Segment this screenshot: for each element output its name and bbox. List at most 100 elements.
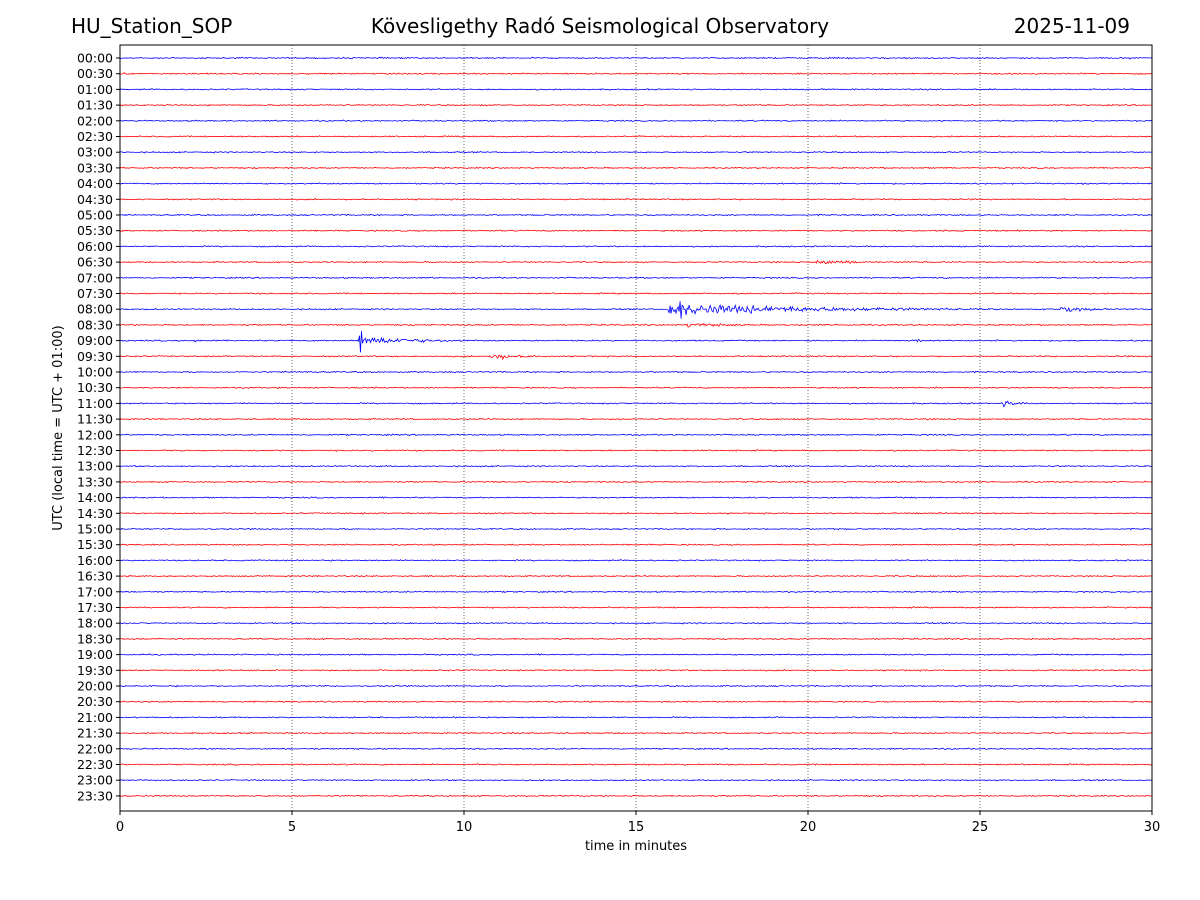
trace-row-1500	[119, 527, 1153, 531]
x-tick-label: 5	[288, 820, 296, 835]
trace-row-1100	[119, 400, 1153, 408]
row-label: 03:00	[77, 145, 113, 160]
row-label: 02:00	[77, 113, 113, 128]
row-label: 17:00	[77, 584, 113, 599]
trace-row-0200	[119, 119, 1153, 123]
seismic-traces	[119, 56, 1153, 798]
row-label: 23:30	[77, 788, 113, 803]
row-label: 06:30	[77, 255, 113, 270]
trace-row-1030	[119, 386, 1153, 390]
trace-row-1230	[119, 449, 1153, 453]
trace-row-0300	[119, 150, 1153, 154]
trace-row-1530	[119, 543, 1153, 547]
trace-row-1430	[120, 511, 1153, 515]
trace-row-2030	[119, 700, 1153, 704]
row-label: 00:00	[77, 51, 113, 66]
row-label: 13:00	[77, 459, 113, 474]
row-label: 14:00	[77, 490, 113, 505]
trace-row-1630	[119, 574, 1153, 578]
trace-row-0700	[119, 276, 1153, 280]
row-label: 21:00	[77, 710, 113, 725]
trace-row-0330	[119, 166, 1153, 170]
trace-row-1930	[119, 668, 1153, 672]
trace-row-2200	[119, 747, 1153, 751]
row-label: 18:00	[77, 616, 113, 631]
row-label: 01:00	[77, 82, 113, 97]
trace-row-0600	[119, 245, 1153, 248]
trace-row-2230	[119, 763, 1153, 767]
row-label: 19:00	[77, 647, 113, 662]
trace-row-0900	[119, 331, 1153, 353]
trace-row-2330	[119, 794, 1153, 798]
trace-row-0130	[119, 103, 1153, 107]
row-label: 06:00	[77, 239, 113, 254]
x-tick-label: 25	[972, 820, 989, 835]
trace-row-1730	[119, 606, 1153, 610]
row-label: 01:30	[77, 98, 113, 113]
trace-row-0730	[119, 292, 1153, 296]
trace-row-2100	[119, 716, 1153, 719]
row-label: 00:30	[77, 66, 113, 81]
trace-row-1130	[119, 417, 1152, 421]
row-label: 04:30	[77, 192, 113, 207]
trace-row-1330	[119, 480, 1153, 484]
trace-row-0500	[119, 213, 1153, 217]
row-label: 09:00	[77, 333, 113, 348]
row-label: 05:00	[77, 208, 113, 223]
trace-row-1800	[119, 621, 1153, 625]
x-tick-label: 0	[116, 820, 124, 835]
row-label: 08:30	[77, 317, 113, 332]
row-label: 14:30	[77, 506, 113, 521]
trace-row-1000	[119, 370, 1153, 374]
x-axis-label: time in minutes	[585, 839, 687, 854]
trace-row-0230	[119, 135, 1153, 138]
trace-row-0000	[119, 56, 1152, 60]
station-name: HU_Station_SOP	[71, 14, 233, 38]
x-tick-label: 15	[628, 820, 645, 835]
trace-row-0100	[119, 88, 1153, 91]
trace-row-1300	[119, 464, 1153, 468]
row-label: 12:00	[77, 427, 113, 442]
trace-row-1600	[119, 559, 1153, 562]
row-label: 22:30	[77, 757, 113, 772]
row-label: 20:00	[77, 679, 113, 694]
row-label: 16:30	[77, 569, 113, 584]
trace-row-0630	[119, 259, 1153, 265]
trace-row-1700	[119, 590, 1153, 594]
observatory-title: Kövesligethy Radó Seismological Observat…	[370, 14, 830, 38]
trace-row-1400	[119, 496, 1153, 499]
trace-row-0800	[119, 301, 1153, 319]
row-label: 15:00	[77, 522, 113, 537]
row-label: 17:30	[77, 600, 113, 615]
row-label: 22:00	[77, 741, 113, 756]
row-label: 08:00	[77, 302, 113, 317]
trace-row-1830	[119, 637, 1153, 641]
row-label: 23:00	[77, 773, 113, 788]
row-label: 09:30	[77, 349, 113, 364]
row-label: 11:00	[77, 396, 113, 411]
row-label: 11:30	[77, 412, 113, 427]
x-tick-label: 30	[1144, 820, 1161, 835]
trace-row-0830	[119, 322, 1153, 328]
row-label: 07:00	[77, 270, 113, 285]
trace-row-0030	[119, 72, 1153, 75]
row-label: 21:30	[77, 726, 113, 741]
time-grid	[291, 45, 981, 811]
trace-row-2000	[119, 684, 1153, 688]
trace-row-2300	[119, 778, 1153, 782]
row-label: 15:30	[77, 537, 113, 552]
row-label: 02:30	[77, 129, 113, 144]
row-label: 04:00	[77, 176, 113, 191]
trace-row-0400	[119, 182, 1153, 185]
row-label: 03:30	[77, 160, 113, 175]
row-label: 10:30	[77, 380, 113, 395]
y-axis-label: UTC (local time = UTC + 01:00)	[51, 325, 66, 530]
row-label: 12:30	[77, 443, 113, 458]
row-label: 05:30	[77, 223, 113, 238]
row-label: 10:00	[77, 365, 113, 380]
y-axis-row-labels: 00:0000:3001:0001:3002:0002:3003:0003:30…	[77, 51, 120, 803]
trace-row-1900	[119, 653, 1153, 656]
x-axis: 0 5 10 15 20 25 30	[116, 811, 1160, 835]
row-label: 18:30	[77, 631, 113, 646]
